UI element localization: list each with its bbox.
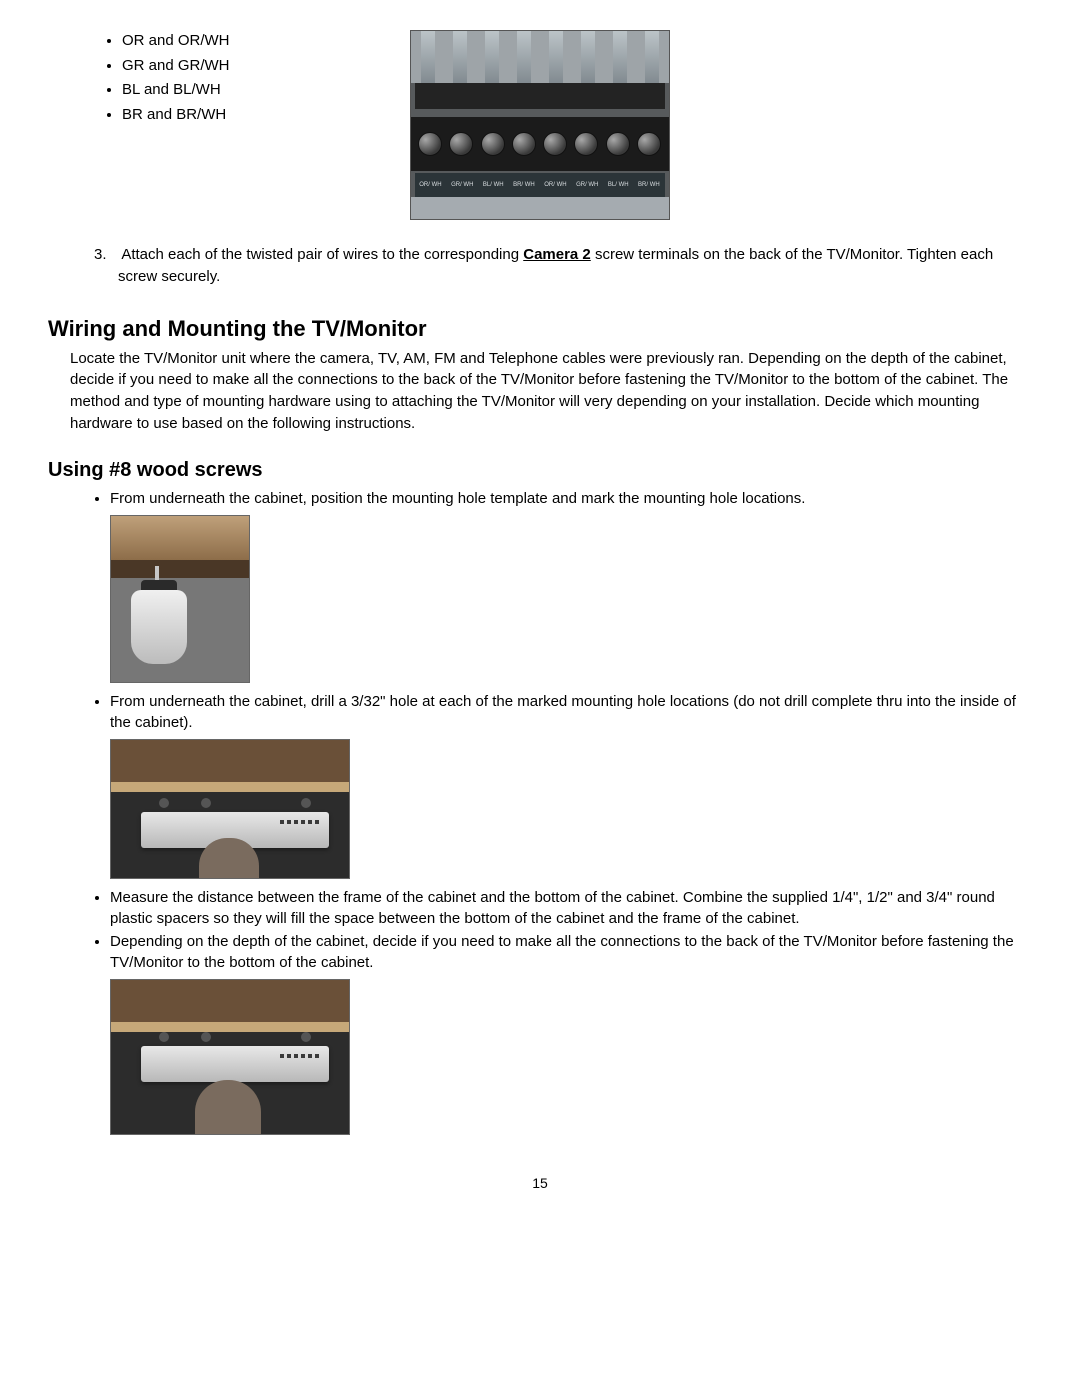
wire-pair-item: GR and GR/WH xyxy=(122,55,230,78)
term-label: GR/ WH xyxy=(451,182,473,188)
document-page: OR and OR/WH GR and GR/WH BL and BL/WH B… xyxy=(0,0,1080,1211)
screw-step-4: Depending on the depth of the cabinet, d… xyxy=(110,931,1032,973)
term-label: BR/ WH xyxy=(638,182,660,188)
screw-step-2: From underneath the cabinet, drill a 3/3… xyxy=(110,691,1032,733)
wire-pair-item: BL and BL/WH xyxy=(122,79,230,102)
step-3: 3. Attach each of the twisted pair of wi… xyxy=(48,244,1032,288)
wire-pair-item: BR and BR/WH xyxy=(122,104,230,127)
heading-wiring-mounting: Wiring and Mounting the TV/Monitor xyxy=(48,316,1032,342)
wiring-paragraph: Locate the TV/Monitor unit where the cam… xyxy=(70,348,1032,435)
screw-instruction-list: Measure the distance between the frame o… xyxy=(48,887,1032,973)
term-label: OR/ WH xyxy=(544,182,566,188)
page-number: 15 xyxy=(48,1175,1032,1191)
screw-instruction-list: From underneath the cabinet, drill a 3/3… xyxy=(48,691,1032,733)
mount-figure-2 xyxy=(110,979,350,1135)
term-label: GR/ WH xyxy=(576,182,598,188)
step3-bold: Camera 2 xyxy=(523,246,591,263)
wire-pair-item: OR and OR/WH xyxy=(122,30,230,53)
drill-figure xyxy=(110,515,250,683)
top-row: OR and OR/WH GR and GR/WH BL and BL/WH B… xyxy=(48,30,1032,220)
step3-text-before: Attach each of the twisted pair of wires… xyxy=(121,246,523,263)
screw-step-1: From underneath the cabinet, position th… xyxy=(110,488,1032,509)
term-label: BL/ WH xyxy=(608,182,629,188)
screw-instruction-list: From underneath the cabinet, position th… xyxy=(48,488,1032,509)
wire-pair-list: OR and OR/WH GR and GR/WH BL and BL/WH B… xyxy=(48,30,230,128)
terminal-block-figure: OR/ WH GR/ WH BL/ WH BR/ WH OR/ WH GR/ W… xyxy=(410,30,670,220)
term-label: BL/ WH xyxy=(483,182,504,188)
step-number: 3. xyxy=(94,244,118,266)
heading-wood-screws: Using #8 wood screws xyxy=(48,459,1032,482)
screw-step-3: Measure the distance between the frame o… xyxy=(110,887,1032,929)
term-label: OR/ WH xyxy=(419,182,441,188)
mount-figure-1 xyxy=(110,739,350,879)
term-label: BR/ WH xyxy=(513,182,535,188)
